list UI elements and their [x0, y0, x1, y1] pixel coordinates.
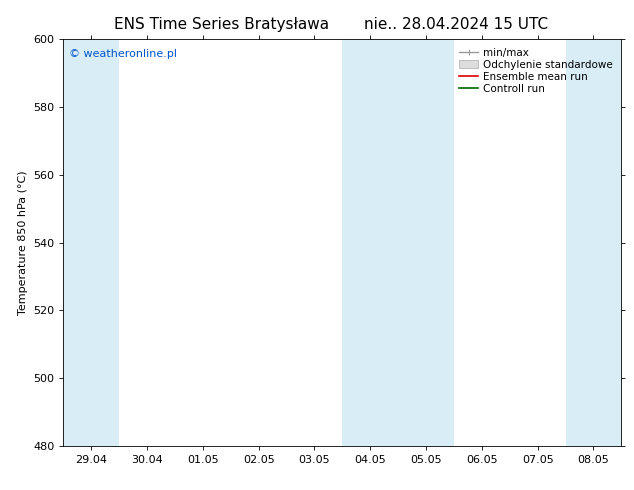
Text: © weatheronline.pl: © weatheronline.pl [69, 49, 177, 59]
Text: nie.. 28.04.2024 15 UTC: nie.. 28.04.2024 15 UTC [365, 17, 548, 32]
Text: ENS Time Series Bratysława: ENS Time Series Bratysława [114, 17, 330, 32]
Y-axis label: Temperature 850 hPa (°C): Temperature 850 hPa (°C) [18, 170, 27, 315]
Bar [63, 39, 119, 446]
Legend: min/max, Odchylenie standardowe, Ensemble mean run, Controll run: min/max, Odchylenie standardowe, Ensembl… [456, 45, 616, 97]
Bar [566, 39, 621, 446]
Bar [342, 39, 454, 446]
